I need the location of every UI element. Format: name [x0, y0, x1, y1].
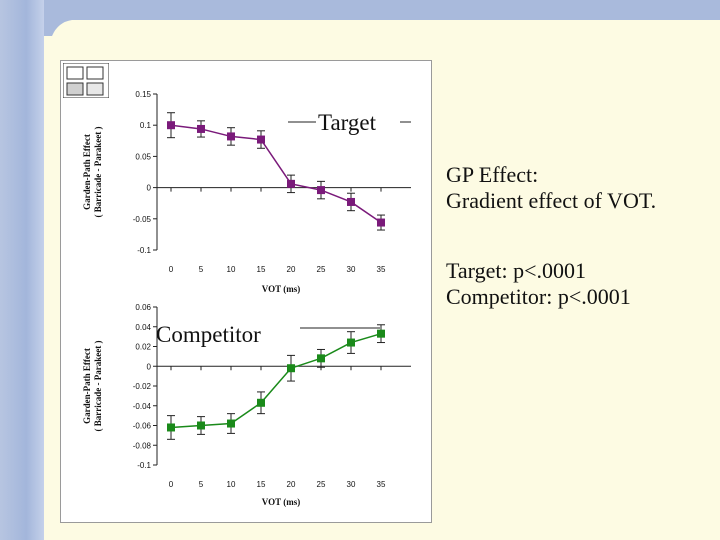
competitor-data-point: [257, 398, 265, 407]
target-data-point: [257, 135, 265, 144]
grid-logo-icon: [63, 63, 109, 98]
target-y-axis-title-line1: Garden-Path Effect: [82, 134, 92, 210]
competitor-x-tick-label: 20: [287, 480, 296, 489]
competitor-data-point: [167, 423, 175, 432]
competitor-x-tick-label: 15: [257, 480, 266, 489]
target-data-point: [287, 179, 295, 188]
competitor-data-point: [377, 329, 385, 338]
target-y-tick-label: 0.15: [135, 90, 151, 99]
target-x-tick-label: 25: [317, 265, 326, 274]
target-x-axis-title: VOT (ms): [262, 284, 300, 294]
target-series-line: [170, 124, 382, 224]
competitor-data-point: [197, 421, 205, 430]
competitor-y-tick-label: -0.02: [133, 382, 152, 391]
p-values-note: Target: p<.0001 Competitor: p<.0001: [446, 258, 631, 310]
competitor-x-tick-label: 35: [377, 480, 386, 489]
target-data-point: [317, 186, 325, 195]
competitor-data-point: [227, 419, 235, 428]
target-x-tick-label: 10: [227, 265, 236, 274]
competitor-data-point: [347, 338, 355, 347]
competitor-x-axis-title: VOT (ms): [262, 497, 300, 507]
competitor-y-tick-label: 0.04: [135, 323, 151, 332]
gp-effect-line2: Gradient effect of VOT.: [446, 188, 657, 213]
competitor-y-tick-label: 0: [147, 362, 152, 371]
target-x-tick-label: 35: [377, 265, 386, 274]
competitor-x-tick-label: 10: [227, 480, 236, 489]
top-band-curve: [44, 0, 720, 36]
chart-panel: [60, 60, 432, 523]
target-p-value: Target: p<.0001: [446, 258, 586, 283]
target-data-point: [167, 121, 175, 130]
target-panel-label: Target: [318, 110, 377, 135]
competitor-y-axis-title-line2: ( Barricade - Parakeet ): [93, 341, 103, 432]
target-x-tick-label: 15: [257, 265, 266, 274]
competitor-y-tick-label: -0.08: [133, 441, 152, 450]
target-data-point: [377, 218, 385, 227]
competitor-y-tick-label: -0.04: [133, 402, 152, 411]
target-data-point: [197, 124, 205, 133]
target-x-tick-label: 30: [347, 265, 356, 274]
competitor-x-tick-label: 5: [199, 480, 204, 489]
left-decor-band: [0, 0, 44, 540]
target-y-tick-label: 0: [147, 184, 152, 193]
target-x-tick-label: 0: [169, 265, 174, 274]
target-x-tick-label: 5: [199, 265, 204, 274]
gp-effect-line1: GP Effect:: [446, 162, 539, 187]
competitor-y-tick-label: -0.06: [133, 422, 152, 431]
competitor-panel-label: Competitor: [156, 322, 261, 347]
competitor-data-point: [287, 364, 295, 373]
target-data-point: [347, 197, 355, 206]
target-data-point: [227, 132, 235, 141]
target-y-tick-label: 0.05: [135, 152, 151, 161]
target-y-axis-title-line2: ( Barricade - Parakeet ): [93, 127, 103, 218]
competitor-y-axis-title-line1: Garden-Path Effect: [82, 348, 92, 424]
competitor-x-tick-label: 30: [347, 480, 356, 489]
competitor-p-value: Competitor: p<.0001: [446, 284, 631, 309]
competitor-series-line: [170, 332, 382, 429]
target-y-tick-label: -0.1: [137, 246, 151, 255]
target-y-tick-label: -0.05: [133, 215, 152, 224]
competitor-x-tick-label: 0: [169, 480, 174, 489]
competitor-y-tick-label: -0.1: [137, 461, 151, 470]
competitor-y-tick-label: 0.02: [135, 343, 151, 352]
gp-effect-note: GP Effect: Gradient effect of VOT.: [446, 162, 656, 214]
competitor-x-tick-label: 25: [317, 480, 326, 489]
target-x-tick-label: 20: [287, 265, 296, 274]
competitor-y-tick-label: 0.06: [135, 303, 151, 312]
charts-svg: 0.15 0.1 0.05 0 -0.05 -0.1 0 5 10 15 20 25 30 35 VOT (…: [82, 90, 411, 507]
competitor-data-point: [317, 354, 325, 363]
target-y-tick-label: 0.1: [140, 121, 152, 130]
